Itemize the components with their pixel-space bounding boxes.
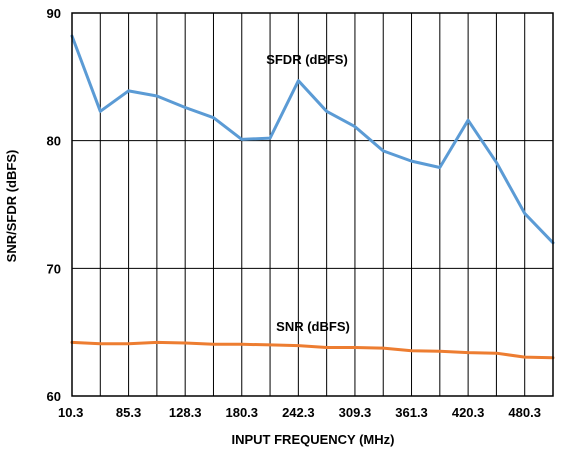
x-axis-title: INPUT FREQUENCY (MHz) bbox=[232, 432, 395, 447]
x-tick-label: 10.3 bbox=[58, 405, 83, 420]
x-tick-label: 85.3 bbox=[116, 405, 141, 420]
x-tick-label: 420.3 bbox=[452, 405, 485, 420]
series-label-sfdr: SFDR (dBFS) bbox=[266, 52, 348, 67]
x-tick-label: 242.3 bbox=[282, 405, 315, 420]
x-axis-ticks: 10.3 85.3 128.3 180.3 242.3 309.3 361.3 420.3 48… bbox=[58, 405, 541, 420]
y-axis-ticks: 60 70 80 90 bbox=[47, 6, 61, 404]
series-label-snr: SNR (dBFS) bbox=[276, 319, 350, 334]
x-tick-label: 309.3 bbox=[339, 405, 372, 420]
series-line-sfdr bbox=[70, 34, 555, 245]
plot-area-frame bbox=[71, 12, 554, 397]
series-line-snr bbox=[70, 340, 555, 360]
x-tick-label: 180.3 bbox=[225, 405, 258, 420]
y-tick-label: 70 bbox=[47, 261, 61, 276]
x-tick-label: 361.3 bbox=[395, 405, 428, 420]
chart-series bbox=[70, 34, 555, 360]
y-axis-title: SNR/SFDR (dBFS) bbox=[4, 150, 19, 263]
y-tick-label: 60 bbox=[47, 389, 61, 404]
y-tick-label: 90 bbox=[47, 6, 61, 21]
y-tick-label: 80 bbox=[47, 134, 61, 149]
x-tick-label: 128.3 bbox=[169, 405, 202, 420]
chart-grid bbox=[72, 13, 553, 396]
x-tick-label: 480.3 bbox=[508, 405, 541, 420]
